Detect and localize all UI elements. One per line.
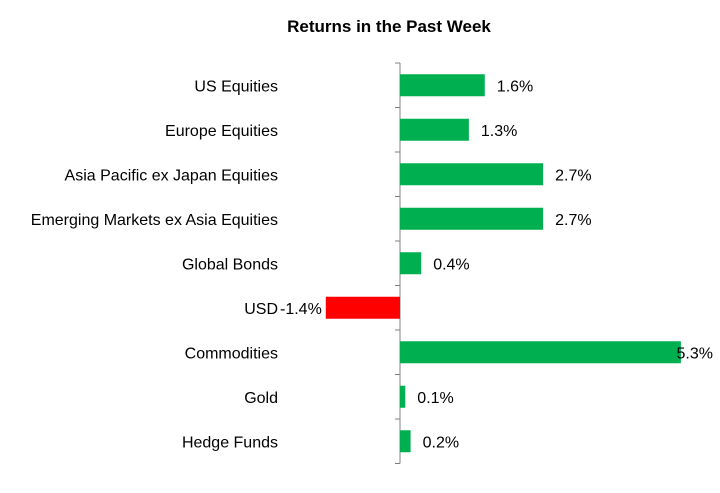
value-label: 2.7% xyxy=(555,167,591,184)
bar xyxy=(400,341,681,364)
value-labels: 1.6% 1.3% 2.7% 2.7% 0.4% -1.4% 5.3% 0.1% 0.2% xyxy=(280,78,713,451)
category-labels: US Equities Europe Equities Asia Pacific e… xyxy=(31,78,278,451)
category-label: USD xyxy=(244,301,278,318)
category-label: Commodities xyxy=(185,345,278,362)
bar xyxy=(325,296,400,319)
bar xyxy=(400,430,411,453)
bar xyxy=(400,385,406,408)
category-label: US Equities xyxy=(194,78,278,95)
value-label: 0.1% xyxy=(417,390,453,407)
value-label: -1.4% xyxy=(280,301,322,318)
category-label: Global Bonds xyxy=(182,256,278,273)
bar xyxy=(400,207,544,230)
bar xyxy=(400,74,485,97)
value-label: 2.7% xyxy=(555,212,591,229)
bars xyxy=(325,74,681,453)
category-label: Emerging Markets ex Asia Equities xyxy=(31,212,278,229)
category-label: Asia Pacific ex Japan Equities xyxy=(65,167,278,184)
category-axis xyxy=(395,62,401,464)
bar xyxy=(400,252,422,275)
value-label: 0.2% xyxy=(423,434,459,451)
chart-title: Returns in the Past Week xyxy=(287,17,491,36)
value-label: 1.6% xyxy=(497,78,533,95)
value-label: 1.3% xyxy=(481,123,517,140)
bar xyxy=(400,118,469,141)
value-label: 5.3% xyxy=(677,345,713,362)
category-label: Europe Equities xyxy=(165,123,278,140)
bar xyxy=(400,163,544,186)
category-label: Gold xyxy=(244,390,278,407)
value-label: 0.4% xyxy=(433,256,469,273)
category-label: Hedge Funds xyxy=(182,434,278,451)
